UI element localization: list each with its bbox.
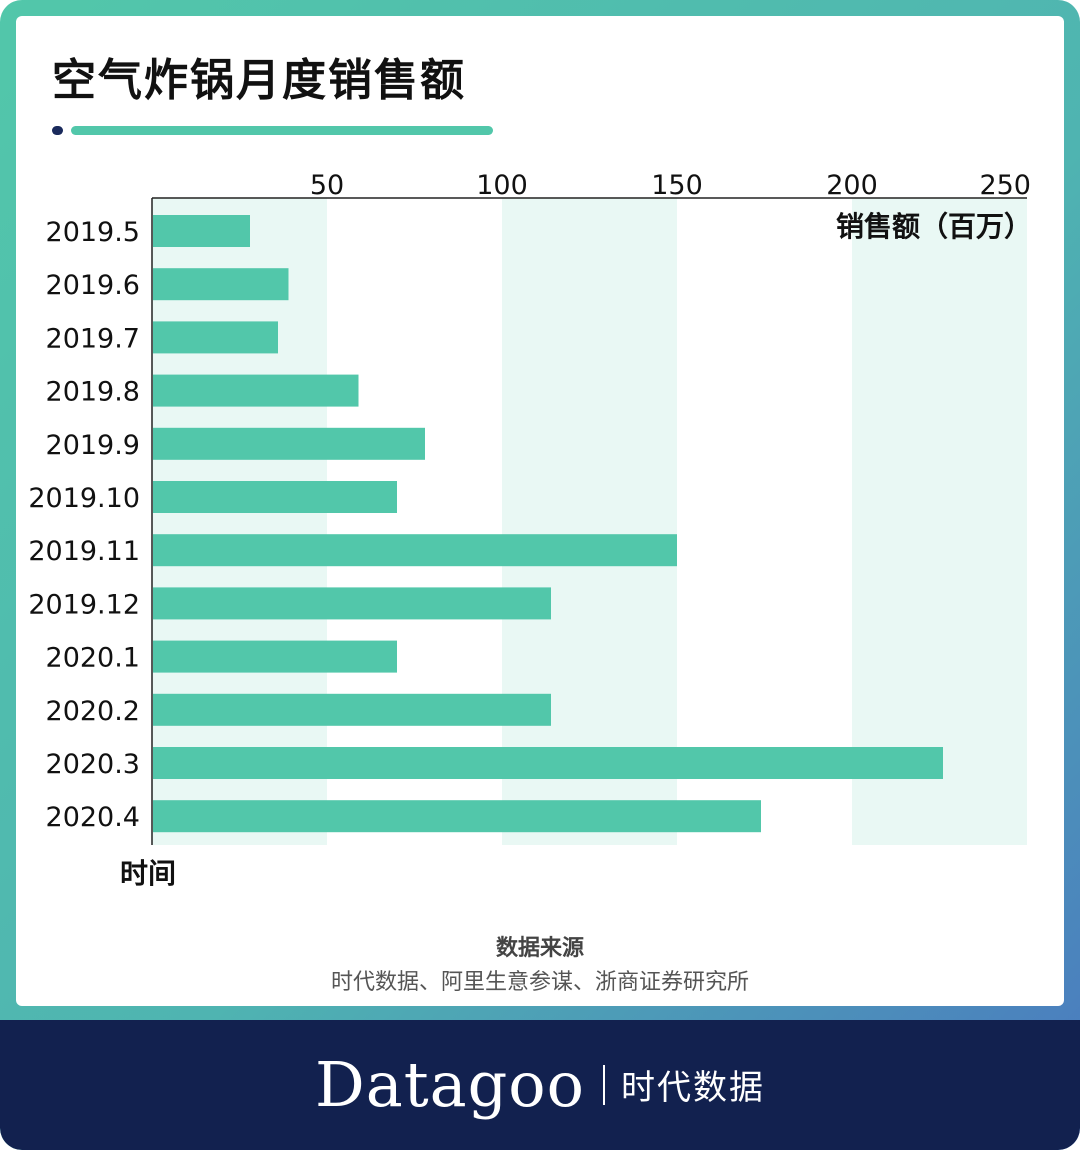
- footer-banner: Datagoo 时代数据: [0, 1020, 1080, 1150]
- x-tick-label-50: 50: [310, 170, 344, 201]
- brand-name: Datagoo: [315, 1048, 585, 1121]
- y-tick-label-2020.2: 2020.2: [46, 696, 140, 727]
- y-tick-label-2020.4: 2020.4: [46, 802, 140, 833]
- y-tick-label-2020.3: 2020.3: [46, 749, 140, 780]
- grid-band-3: [852, 198, 1027, 845]
- grid-band-1: [152, 198, 327, 845]
- bar-2019.12: [153, 587, 551, 620]
- x-tick-label-100: 100: [476, 170, 528, 201]
- bar-2019.6: [153, 268, 289, 301]
- bar-2020.1: [153, 640, 397, 673]
- bar-2019.9: [153, 427, 425, 460]
- bar-2020.4: [153, 800, 761, 833]
- title-underline: [71, 126, 493, 135]
- bar-2020.3: [153, 747, 943, 779]
- bar-2019.10: [153, 481, 397, 513]
- y-tick-label-2019.7: 2019.7: [46, 323, 140, 354]
- bar-2019.7: [153, 321, 278, 354]
- y-tick-label-2019.10: 2019.10: [28, 483, 140, 514]
- x-tick-label-200: 200: [826, 170, 878, 201]
- y-tick-label-2020.1: 2020.1: [46, 643, 140, 674]
- x-tick-label-250: 250: [979, 170, 1031, 201]
- x-tick-label-150: 150: [651, 170, 703, 201]
- bar-2019.8: [153, 374, 359, 407]
- title-accent-dot: [52, 126, 63, 135]
- brand-cn-name: 时代数据: [620, 1068, 765, 1108]
- y-tick-label-2019.6: 2019.6: [46, 270, 140, 301]
- y-tick-label-2019.5: 2019.5: [46, 217, 140, 248]
- y-tick-label-2019.12: 2019.12: [28, 589, 140, 620]
- y-axis-title: 时间: [120, 857, 176, 890]
- bar-2019.11: [153, 534, 677, 567]
- source-text: 时代数据、阿里生意参谋、浙商证券研究所: [330, 970, 749, 995]
- y-tick-label-2019.8: 2019.8: [46, 377, 140, 408]
- y-tick-label-2019.11: 2019.11: [28, 536, 140, 567]
- x-axis-title: 销售额（百万）: [836, 210, 1032, 243]
- bar-2019.5: [153, 215, 250, 247]
- grid-band-2: [502, 198, 677, 845]
- chart-title: 空气炸锅月度销售额: [52, 55, 466, 106]
- bar-chart: 50 100 150 200 250 2019.5 2019.6 2019.7 2019.8 20…: [28, 170, 1032, 890]
- brand-separator: [602, 1064, 605, 1105]
- brand-logo: Datagoo 时代数据: [0, 1048, 1080, 1121]
- y-tick-label-2019.9: 2019.9: [46, 430, 140, 461]
- bar-2020.2: [153, 693, 551, 726]
- source-title: 数据来源: [495, 936, 584, 961]
